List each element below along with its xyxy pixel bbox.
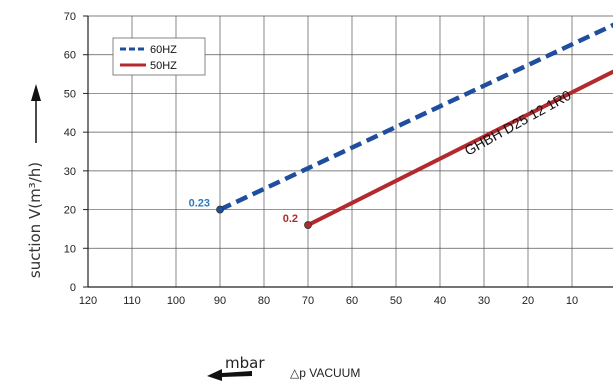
x-tick-label: 50: [390, 295, 402, 307]
x-axis-label: △p VACUUM: [290, 366, 360, 380]
y-tick-label: 70: [64, 11, 76, 23]
y-tick-label: 30: [64, 166, 76, 178]
x-tick-label: 10: [566, 295, 578, 307]
series-line-50hz: [307, 69, 613, 227]
legend-label-60hz: 60HZ: [150, 44, 177, 56]
x-tick-label: 20: [522, 295, 534, 307]
y-axis-arrow-icon: [31, 84, 41, 101]
series-start-label-60hz: 0.23: [189, 198, 210, 210]
annotations: 0.23 0.2: [189, 198, 312, 229]
x-tick-labels: 120 110 100 90 80 70 60 50 40 30 20 10: [79, 295, 578, 307]
y-tick-label: 50: [64, 88, 76, 100]
curve-label: GHBH D25 12 1R0: [462, 87, 574, 159]
series-lines: [219, 22, 613, 227]
x-tick-label: 40: [434, 295, 446, 307]
x-tick-label: 80: [258, 295, 270, 307]
series-start-label-50hz: 0.2: [283, 213, 298, 225]
series-start-point-50hz: [304, 221, 312, 229]
x-tick-label: 100: [167, 295, 185, 307]
series-start-point-60hz: [216, 205, 224, 214]
y-axis-label: suction V(m³/h): [26, 162, 44, 278]
x-axis-unit-label: mbar: [225, 354, 265, 372]
legend: 60HZ 50HZ: [112, 37, 206, 76]
x-axis-label-group: mbar △p VACUUM: [207, 354, 360, 381]
x-tick-label: 110: [123, 295, 141, 307]
y-tick-label: 20: [64, 205, 76, 217]
series-line-60hz: [219, 22, 613, 212]
y-tick-labels: 0 10 20 30 40 50 60 70: [64, 11, 88, 294]
x-tick-label: 60: [346, 295, 358, 307]
x-axis-arrow-icon: [207, 369, 252, 381]
y-tick-label: 10: [64, 243, 76, 255]
x-tick-label: 90: [214, 295, 226, 307]
y-axis-label-group: suction V(m³/h): [26, 84, 44, 278]
x-tick-label: 30: [478, 295, 490, 307]
legend-box: [112, 37, 206, 76]
axes: [87, 16, 613, 288]
y-tick-label: 0: [70, 282, 76, 294]
y-tick-label: 60: [64, 50, 76, 62]
x-tick-label: 70: [302, 295, 314, 307]
y-tick-label: 40: [64, 127, 76, 139]
legend-label-50hz: 50HZ: [150, 60, 177, 72]
x-tick-label: 120: [79, 295, 97, 307]
